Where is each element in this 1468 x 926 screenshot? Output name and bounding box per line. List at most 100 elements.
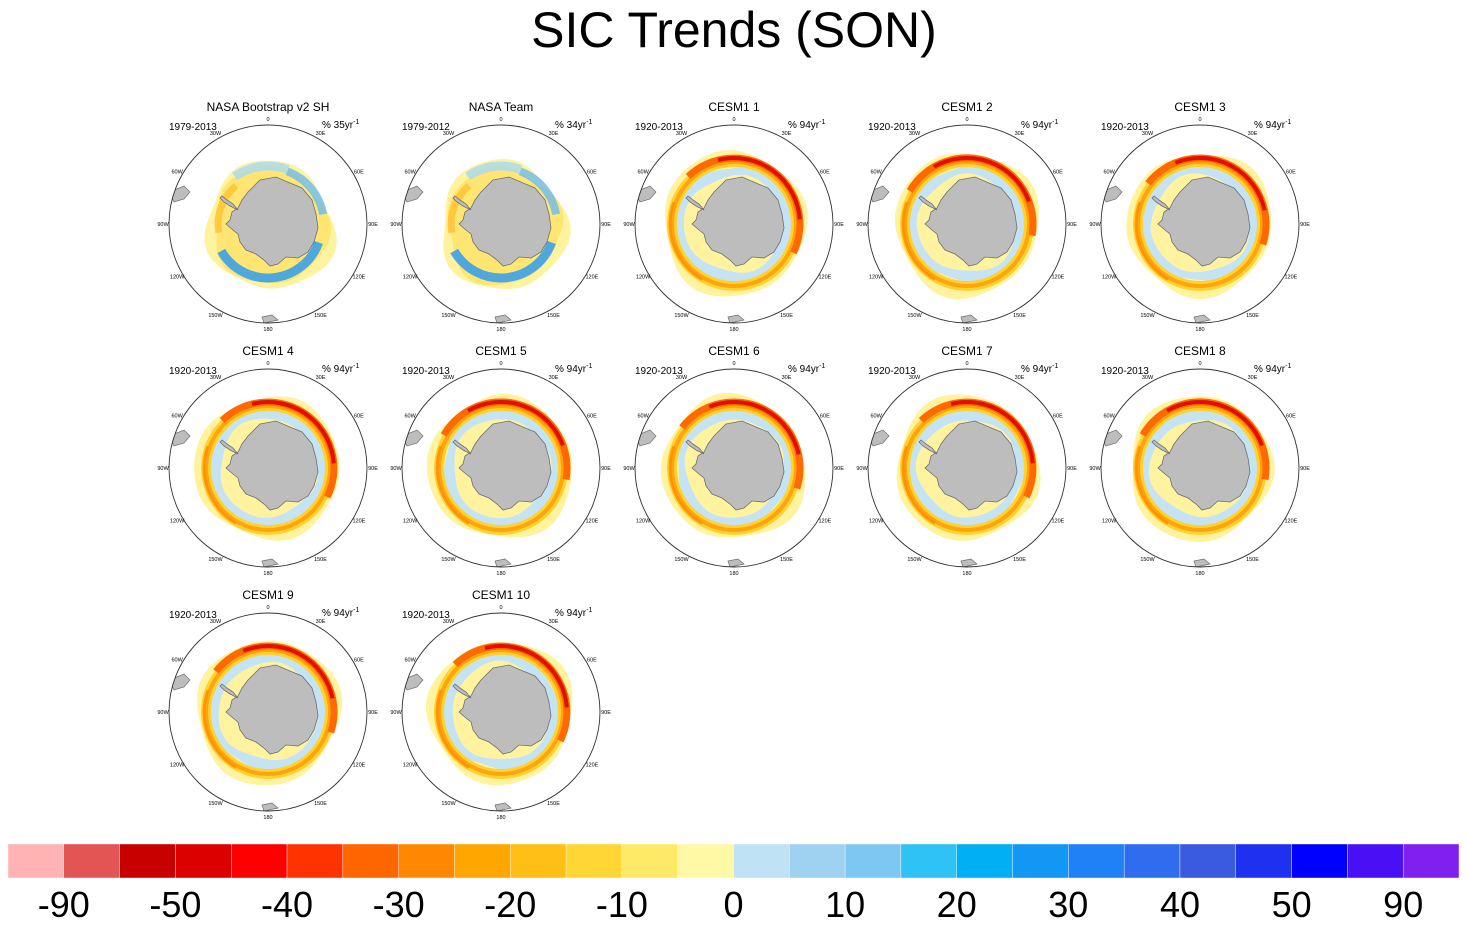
meridian-label: 60W [637,170,649,176]
trend-band [435,689,470,769]
trend-band [450,240,556,283]
colorbar-tick-label: 40 [1160,884,1200,925]
meridian-label: 180 [729,327,738,333]
trend-band [903,404,1031,532]
antarctic-peninsula [219,195,239,211]
trend-band [251,400,336,464]
meridian-label: 150W [441,557,456,563]
trend-band [1134,201,1169,281]
meridian-label: 60E [820,414,830,420]
meridian-label: 90E [1067,222,1077,228]
panel-units: % 94yr-1 [1254,119,1291,131]
new-zealand-landmass [1193,314,1211,323]
meridian-label: 120W [170,519,185,525]
meridian-label: 60W [1103,170,1115,176]
map-boundary [1100,124,1300,324]
meridian-label: 30E [316,375,326,381]
meridian-label: 150E [1013,313,1026,319]
meridian-label: 0 [499,117,502,123]
meridian-label: 150E [1013,557,1026,563]
panel-title: CESM1 7 [941,344,993,358]
meridian-label: 180 [263,327,272,333]
meridian-label: 30E [549,131,559,137]
meridian-label: 30W [210,131,222,137]
antarctic-peninsula [918,439,938,455]
meridian-label: 0 [266,361,269,367]
meridian-label: 30W [1142,375,1154,381]
meridian-label: 60W [171,658,183,664]
meridian-label: 120E [1051,275,1064,281]
colorbar-swatch [677,843,734,879]
meridian-label: 180 [729,571,738,577]
meridian-label: 180 [1195,327,1204,333]
panel-title: NASA Team [469,100,533,114]
meridian-label: 30E [316,131,326,137]
panel-period: 1979-2013 [169,122,217,133]
meridian-label: 150W [1140,557,1155,563]
map-boundary [168,124,368,324]
meridian-label: 90E [834,466,844,472]
panel-title: CESM1 3 [1174,100,1226,114]
meridian-label: 30E [782,131,792,137]
panel-units: % 94yr-1 [322,363,359,375]
map-panel: CESM1 3 1920-2013 % 94yr-1 0 30E 60E 90E 120E 15… [1089,100,1310,333]
colorbar-swatch [1347,843,1404,879]
meridian-label: 90W [856,466,868,472]
panel-units: % 94yr-1 [788,119,825,131]
meridian-label: 90W [390,710,402,716]
meridian-label: 60W [870,170,882,176]
trend-band [903,160,1031,288]
meridian-label: 90E [368,222,378,228]
meridian-label: 120E [352,275,365,281]
panel-period: 1920-2013 [1101,122,1149,133]
colorbar-swatch [286,843,344,879]
meridian-label: 60W [870,414,882,420]
new-zealand-landmass [960,558,978,567]
colorbar-swatch [1235,843,1292,879]
meridian-label: 120W [1102,519,1117,525]
meridian-label: 0 [965,361,968,367]
meridian-label: 30W [210,375,222,381]
antarctic-peninsula [685,195,705,211]
meridian-label: 60E [587,170,597,176]
trend-band [901,201,936,281]
trend-band [668,445,703,525]
meridian-label: 30E [549,619,559,625]
new-zealand-landmass [261,558,279,567]
trend-band [285,167,328,216]
panel-units: % 94yr-1 [555,607,592,619]
meridian-label: 30W [909,375,921,381]
colorbar-swatch [733,843,790,879]
antarctic-peninsula [1151,439,1171,455]
trend-band [217,240,323,283]
colorbar-tick-label: -30 [373,884,425,925]
panel-units: % 94yr-1 [788,363,825,375]
colorbar-swatch [454,843,511,879]
meridian-label: 60W [637,414,649,420]
trend-band [1136,404,1264,532]
trend-band [518,167,561,216]
meridian-label: 180 [496,327,505,333]
meridian-label: 120W [170,763,185,769]
meridian-label: 90E [601,710,611,716]
meridian-label: 150E [1246,557,1259,563]
colorbar-tick-label: 50 [1272,884,1312,925]
colorbar-tick-label: 90 [1383,884,1423,925]
meridian-label: 30E [1248,375,1258,381]
trend-band [202,689,237,769]
trend-band [204,404,332,532]
trend-band [435,445,470,525]
trend-band [1136,160,1264,288]
meridian-label: 60E [1053,170,1063,176]
trend-band [484,644,569,708]
trend-band [668,201,703,281]
antarctic-peninsula [452,195,472,211]
colorbar-tick-label: 10 [825,884,865,925]
meridian-label: 150E [547,313,560,319]
colorbar-swatch [231,843,288,879]
trend-band [214,183,239,234]
new-zealand-landmass [960,314,978,323]
meridian-label: 120E [1284,275,1297,281]
trend-band [901,445,936,525]
colorbar-swatch [1068,843,1125,879]
